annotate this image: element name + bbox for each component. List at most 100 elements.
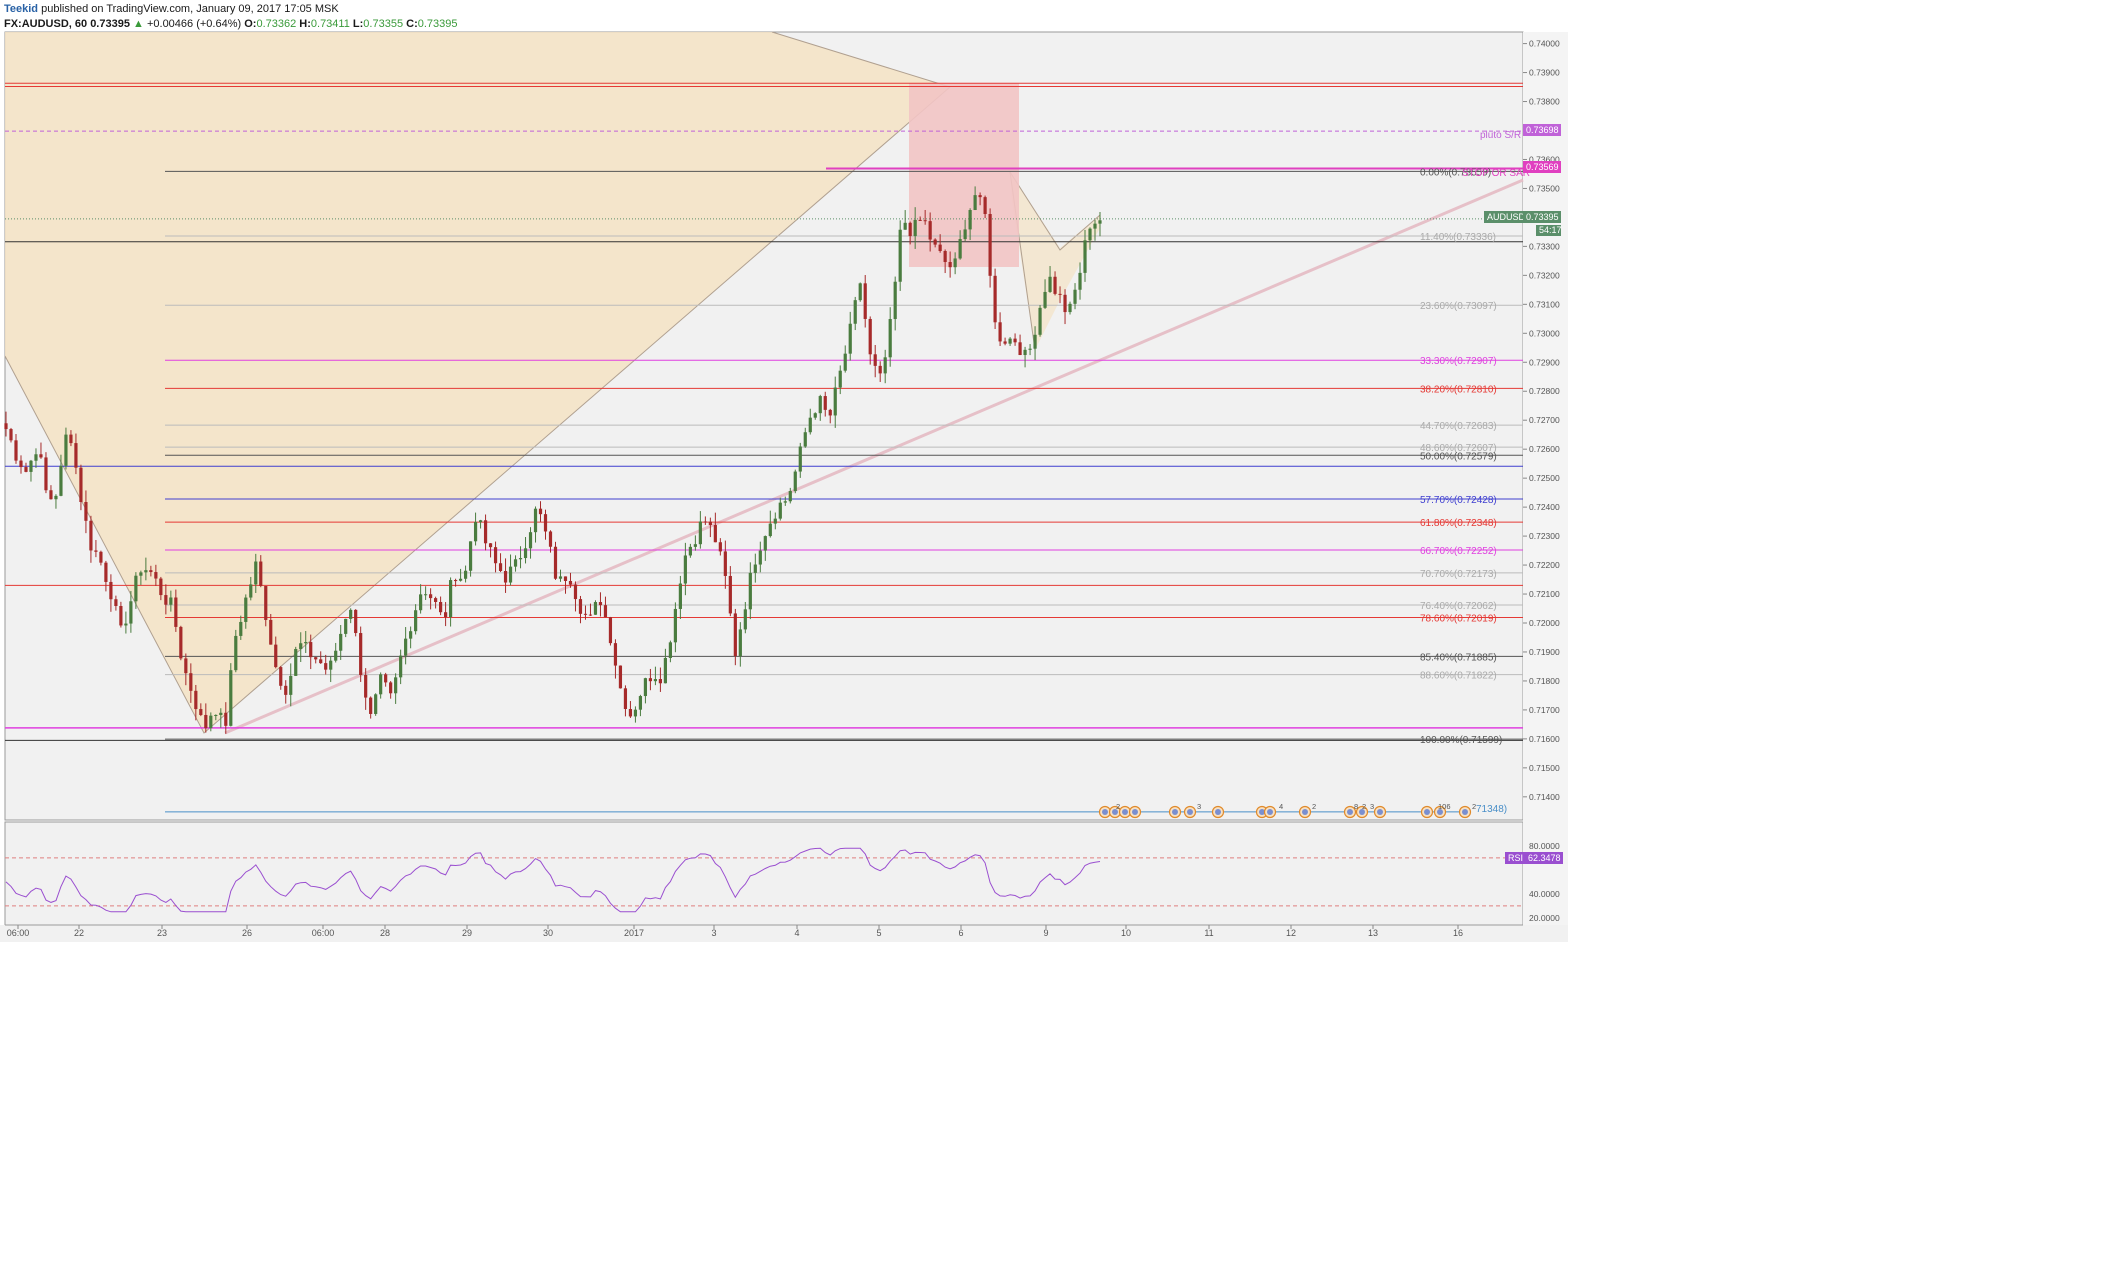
candle-body [319,659,323,664]
candle-body [1033,334,1037,349]
candle-body [968,210,972,230]
candle-body [488,543,493,548]
time-tick-label: 2017 [624,928,644,938]
event-flag-icon [1302,809,1308,815]
candle-body [533,508,538,533]
economic-events[interactable]: 2 3 4 2 8 2 3 106 2 [1098,802,1477,819]
event-count: 2 [1116,802,1120,811]
time-tick-label: 6 [958,928,963,938]
time-tick-label: 06:00 [312,928,335,938]
candle-body [179,626,183,659]
candle-body [553,546,558,579]
candle-body [868,318,872,355]
candle-body [159,578,163,596]
candle-body [643,678,648,697]
candle-body [4,423,8,430]
candle-body [888,319,892,358]
candle-body [1068,303,1072,313]
candle-body [753,564,757,573]
rsi-name-text: RSI [1508,853,1523,863]
candle-body [389,682,393,694]
candle-body [798,446,802,472]
candle-body [414,610,418,632]
published-text: published on TradingView.com, January 09… [41,3,339,15]
candle-body [104,562,108,582]
rsi-tick-label: 80.0000 [1529,841,1560,851]
candle-body [1028,348,1032,350]
candle-body [399,655,403,678]
event-flag-icon [1112,809,1118,815]
candle-body [79,467,83,502]
candle-body [603,605,608,618]
candle-body [738,629,742,657]
candle-body [354,609,358,634]
fib-level-label: 88.60%(0.71822) [1420,671,1497,682]
candle-body [1018,342,1022,356]
candle-body [149,570,153,573]
candle-body [928,221,932,240]
candle-body [409,631,413,639]
chart-header: Teekid published on TradingView.com, Jan… [4,2,458,32]
event-flag-icon [1377,809,1383,815]
price-tick-label: 0.71600 [1529,734,1560,744]
rsi-pane[interactable] [4,821,1524,926]
time-tick-label: 9 [1043,928,1048,938]
fib-level-label: 66.70%(0.72252) [1420,546,1497,557]
candle-body [498,563,503,571]
candle-body [648,678,653,682]
time-tick-label: 22 [74,928,84,938]
candle-body [154,572,158,579]
event-flag-icon [1359,809,1365,815]
price-tick-label: 0.74000 [1529,39,1560,49]
candle-body [678,583,682,609]
symbol-label[interactable]: FX:AUDUSD, 60 [4,18,88,30]
candle-body [953,258,957,268]
fib-level-label: 85.40%(0.71885) [1420,652,1497,663]
candle-body [224,712,228,726]
candle-body [913,219,917,237]
candle-body [743,609,747,630]
event-flag-icon [1259,809,1265,815]
candle-body [359,633,363,675]
candle-body [329,660,333,670]
candle-body [998,322,1002,342]
candle-body [299,643,303,650]
event-flag-icon [1437,809,1443,815]
candle-body [958,239,962,259]
price-axis-band[interactable] [1523,32,1568,925]
price-tick-label: 0.71700 [1529,705,1560,715]
candle-body [548,531,553,547]
candle-body [663,657,667,684]
candle-body [468,541,473,571]
chart-canvas[interactable]: 0.00%(0.73559) 11.40%(0.73336) 23.60%(0.73… [0,0,1568,942]
candle-body [708,521,712,526]
candle-body [349,609,353,619]
author-link[interactable]: Teekid [4,3,39,15]
horizontal-lines [5,82,1523,813]
candle-body [189,673,193,691]
event-flag-icon [1347,809,1353,815]
candle-body [723,551,727,576]
event-count: 8 [1354,802,1358,811]
candle-body [543,514,548,532]
last-price: 0.73395 [90,18,130,30]
candle-body [99,551,103,563]
close-value: 0.73395 [417,18,458,30]
candle-body [269,619,273,645]
price-tick-label: 0.72900 [1529,357,1560,367]
fib-level-label: 23.60%(0.73097) [1420,301,1497,312]
rsi-value-text: 62.3478 [1528,853,1561,863]
candle-body [1058,293,1062,295]
candle-body [658,679,663,684]
event-flag-icon [1267,809,1273,815]
candle-body [633,709,638,717]
candle-body [1023,349,1027,356]
candle-body [783,501,787,503]
candle-body [249,584,253,598]
candle-body [129,601,133,624]
candle-body [703,521,707,523]
candle-body [983,197,987,215]
candle-body [843,353,847,371]
rsi-tick-label: 20.0000 [1529,913,1560,923]
candle-body [853,300,857,324]
